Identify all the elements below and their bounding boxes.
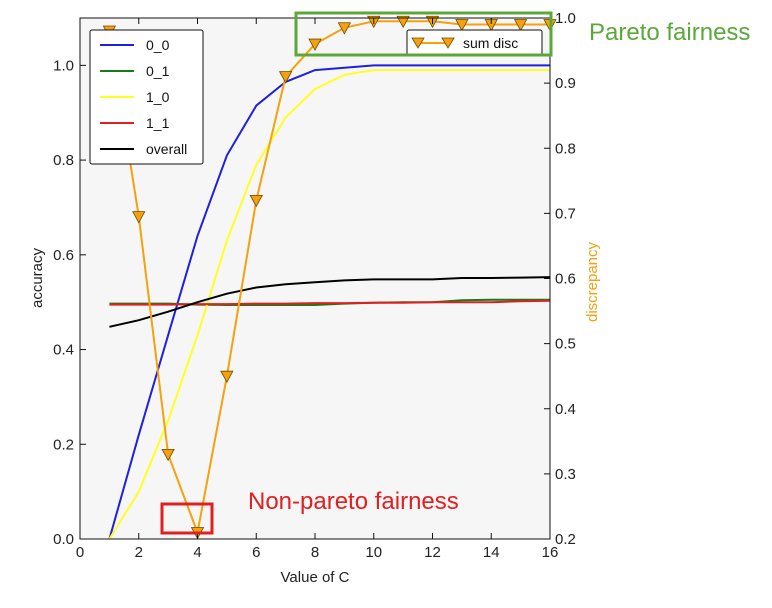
series-line-0_0: [108, 64, 550, 540]
pareto-highlight-box: [294, 11, 553, 57]
legend-label-overall: overall: [146, 141, 187, 157]
y-tick-label-left: 0.6: [53, 247, 74, 264]
y-tick-label-right: 0.8: [555, 140, 576, 157]
sum-disc-marker: [337, 22, 352, 35]
legend-label-0_0: 0_0: [146, 37, 170, 53]
non-pareto-annotation: Non-pareto fairness: [248, 488, 459, 515]
x-tick-label: 12: [424, 544, 441, 561]
sum-disc-marker: [132, 211, 146, 224]
sum-disc-marker: [278, 71, 293, 84]
y-tick-label-right: 0.7: [555, 205, 576, 222]
y-tick-label-right: 0.9: [555, 75, 576, 92]
legend-label-sum-disc: sum disc: [463, 35, 518, 51]
y-tick-label-right: 1.0: [555, 10, 576, 27]
sum-disc-marker: [220, 370, 234, 384]
x-tick-label: 8: [311, 544, 319, 561]
y-axis-label-right: discrepancy: [584, 241, 601, 322]
series-line-1_0: [108, 69, 550, 540]
legend-left: 0_0 0_1 1_0 1_1 overall: [89, 29, 204, 165]
y-tick-label-left: 0.0: [53, 531, 74, 548]
sum-disc-marker: [396, 15, 410, 29]
sum-disc-marker: [249, 194, 263, 208]
legend-left-box: [89, 29, 204, 165]
y-tick-label-left: 0.8: [53, 152, 74, 169]
series-line-sum-disc: [108, 20, 550, 537]
x-tick-label: 4: [193, 544, 201, 561]
legend-marker-sum-disc-1: [411, 37, 425, 49]
x-axis-label: Value of C: [281, 569, 350, 586]
legend-marker-sum-disc-2: [441, 37, 455, 49]
legend-label-0_1: 0_1: [146, 63, 170, 79]
sum-disc-marker: [513, 19, 528, 32]
y-tick-label-right: 0.2: [555, 531, 576, 548]
pareto-annotation: Pareto fairness: [589, 19, 750, 46]
y-tick-label-right: 0.5: [555, 336, 576, 353]
markers-layer: [102, 15, 557, 540]
legend-label-1_0: 1_0: [146, 89, 170, 105]
y-axis-label-left: accuracy: [29, 247, 46, 308]
legend-right: sum disc: [406, 29, 543, 57]
x-tick-label: 16: [542, 544, 559, 561]
series-line-overall: [109, 276, 551, 328]
sum-disc-marker: [455, 19, 469, 32]
sum-disc-marker: [308, 38, 322, 51]
y-tick-label-right: 0.3: [555, 466, 576, 483]
x-tick-label: 2: [135, 544, 143, 561]
y-tick-label-left: 0.4: [53, 342, 74, 359]
sum-disc-marker: [161, 448, 175, 462]
y-tick-label-left: 0.2: [53, 436, 74, 453]
legend-label-1_1: 1_1: [146, 115, 170, 131]
non-pareto-highlight-box: [160, 502, 214, 535]
x-tick-label: 6: [252, 544, 260, 561]
x-tick-label: 14: [483, 544, 500, 561]
lines-layer: [108, 20, 551, 540]
x-tick-label: 0: [76, 544, 84, 561]
ticks-layer: 0 2 4 6 8 10 12 14 16 0.0 0.2 0.4 0.6 0.8 1.0 0.2 0.3 0.4…: [53, 10, 576, 561]
y-tick-label-right: 0.4: [555, 401, 576, 418]
y-tick-label-left: 1.0: [53, 57, 74, 74]
y-tick-label-right: 0.6: [555, 271, 576, 288]
x-tick-label: 10: [365, 544, 382, 561]
series-line-1_1: [109, 299, 551, 306]
